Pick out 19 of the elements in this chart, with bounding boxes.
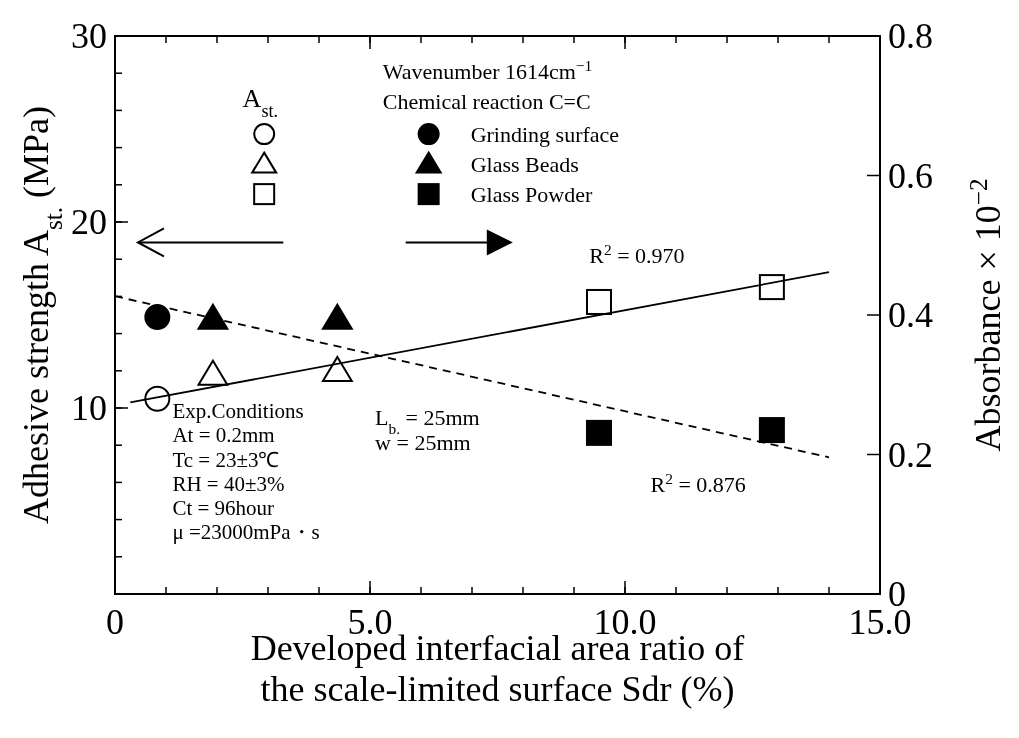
annotation: L$_{b.}$ = 25mm w = 25mm (375, 404, 480, 455)
y-tick-label: 20 (71, 202, 107, 242)
y2-tick-label: 0.2 (888, 434, 933, 475)
y2-tick-label: 0.4 (888, 295, 933, 335)
x-tick-label: 0 (106, 602, 124, 642)
y-tick-label: 30 (71, 16, 107, 56)
annotation: A$_{st.}$ (242, 84, 279, 121)
x-tick-label: 10.0 (593, 602, 657, 642)
annotation: R$^{2}$ = 0.970 (589, 240, 685, 268)
legend-label: Glass Beads (470, 152, 579, 178)
annotation: R$^{2}$ = 0.876 (650, 469, 746, 497)
legend-label: Grinding surface (470, 122, 620, 148)
annotation: Chemical reaction C=C (382, 89, 591, 115)
y-tick-label: 10 (71, 388, 107, 428)
annotation: Exp.Conditions At = 0.2mm Tc = 23±3℃ RH = 40±3% Ct = 96hour μ =23000mPa・s (172, 399, 320, 545)
annotation: Wavenumber 1614cm$^{−1}$ (382, 56, 593, 84)
y2-tick-label: 0.8 (888, 16, 933, 56)
y2-tick-label: 0.6 (888, 155, 933, 196)
legend-label: Glass Powder (470, 182, 593, 208)
